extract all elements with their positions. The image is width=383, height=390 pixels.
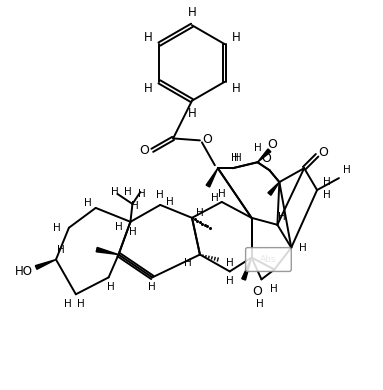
Text: H: H [218, 189, 226, 199]
Text: H: H [343, 165, 351, 175]
Text: H: H [278, 212, 286, 222]
Text: H: H [139, 189, 146, 199]
Text: H: H [53, 223, 61, 233]
Text: H: H [156, 190, 164, 200]
Text: H: H [270, 284, 277, 294]
Text: H: H [234, 153, 242, 163]
Text: O: O [318, 146, 328, 159]
Text: O: O [252, 285, 262, 298]
Text: HO: HO [15, 265, 33, 278]
Polygon shape [35, 259, 56, 269]
Text: H: H [84, 198, 92, 208]
Text: H: H [129, 227, 136, 237]
Text: O: O [202, 133, 212, 146]
Text: Abs: Abs [260, 255, 277, 264]
Polygon shape [96, 247, 118, 255]
Text: H: H [231, 31, 240, 44]
Polygon shape [257, 149, 271, 162]
Text: H: H [184, 257, 192, 268]
Text: H: H [255, 299, 264, 309]
Text: H: H [166, 197, 174, 207]
Text: H: H [144, 31, 152, 44]
Text: H: H [231, 153, 239, 163]
Text: H: H [226, 257, 234, 268]
Text: H: H [148, 282, 156, 292]
Text: H: H [226, 277, 234, 286]
Text: H: H [115, 222, 123, 232]
Text: H: H [111, 187, 118, 197]
Text: H: H [124, 187, 131, 197]
Text: H: H [254, 144, 261, 153]
Text: H: H [196, 208, 204, 218]
Text: H: H [188, 107, 196, 120]
Text: H: H [299, 243, 307, 253]
Text: H: H [231, 82, 240, 95]
Text: O: O [267, 138, 277, 151]
Polygon shape [242, 257, 252, 280]
Text: H: H [77, 299, 85, 309]
Text: H: H [107, 282, 115, 292]
Text: H: H [64, 299, 72, 309]
Text: H: H [57, 245, 65, 255]
FancyBboxPatch shape [246, 248, 291, 271]
Text: H: H [144, 82, 152, 95]
Polygon shape [206, 168, 218, 187]
Text: O: O [139, 144, 149, 157]
Text: H: H [323, 177, 331, 187]
Text: H: H [211, 193, 219, 203]
Polygon shape [268, 182, 279, 195]
Text: H: H [188, 6, 196, 19]
Text: H: H [131, 201, 138, 211]
Text: H: H [323, 190, 331, 200]
Text: O: O [262, 152, 272, 165]
